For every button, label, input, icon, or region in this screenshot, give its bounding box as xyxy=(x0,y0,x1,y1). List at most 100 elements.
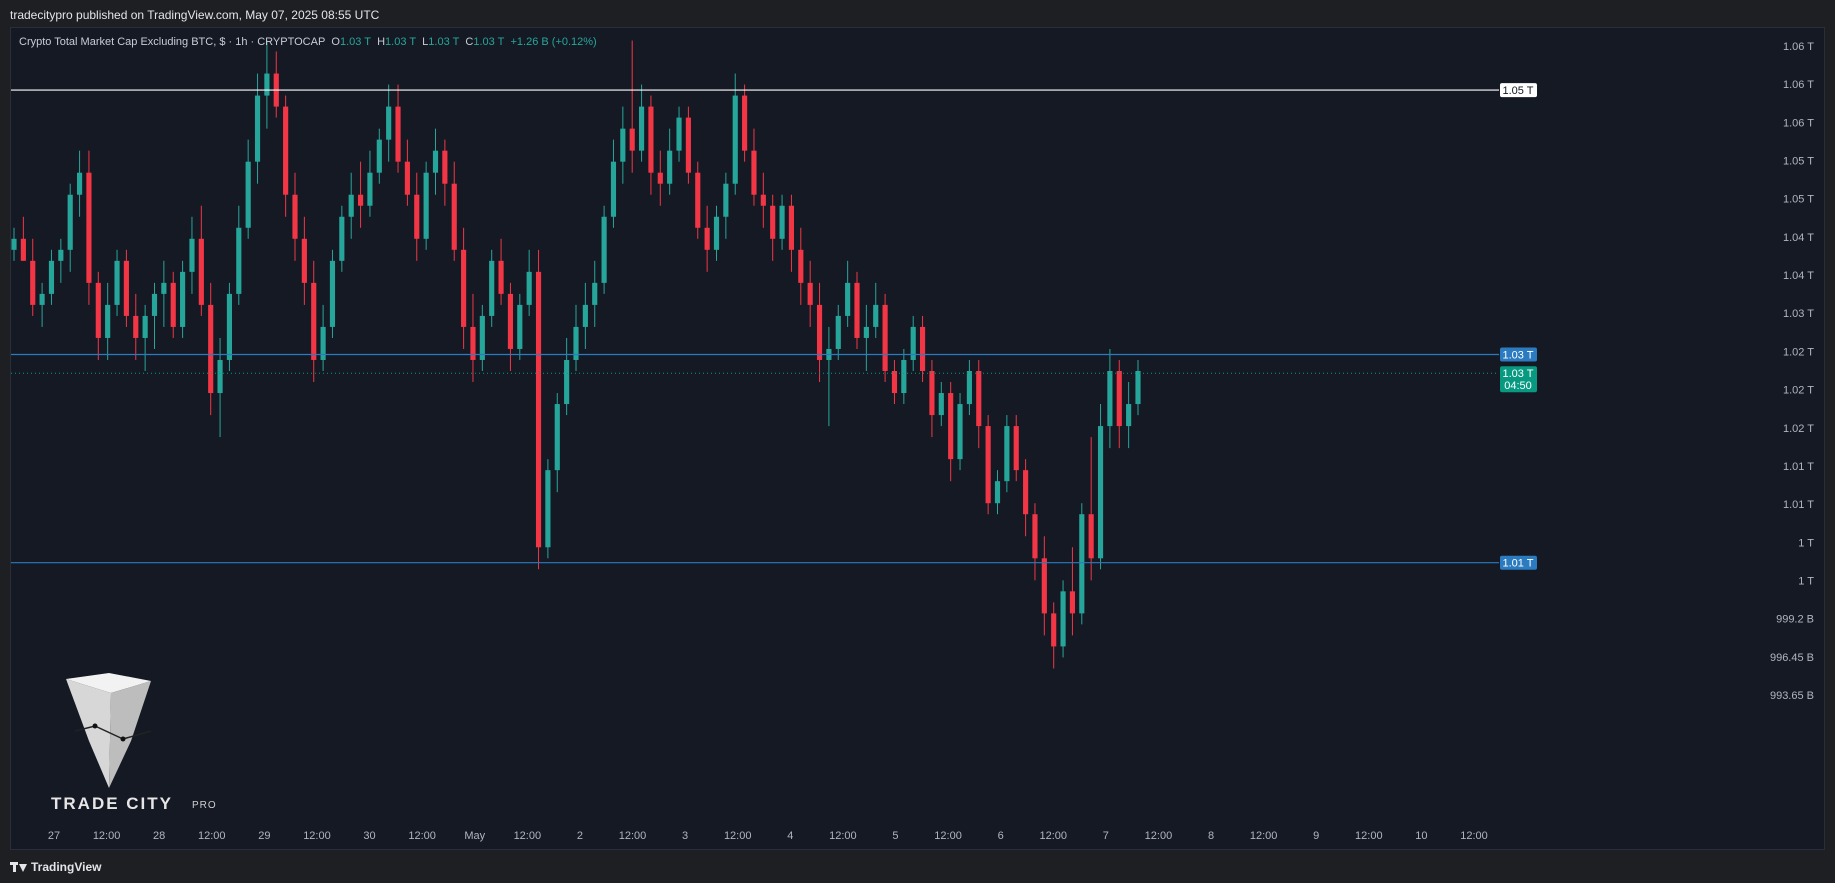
candle-body xyxy=(329,260,336,327)
y-tick-label: 1 T xyxy=(1798,575,1814,587)
candle-body xyxy=(985,426,991,504)
candle-body xyxy=(610,161,617,217)
candle-body xyxy=(1135,371,1141,405)
candle-body xyxy=(582,304,588,327)
candle-body xyxy=(161,282,167,294)
candle-body xyxy=(1097,426,1104,559)
candle-body xyxy=(1060,591,1066,647)
x-tick-label: 12:00 xyxy=(934,830,962,842)
tradingview-icon xyxy=(10,861,27,873)
candle-body xyxy=(1023,470,1029,515)
candle-body xyxy=(367,172,373,206)
candle-body xyxy=(938,393,944,416)
candle-body xyxy=(39,293,45,305)
level-tag-label-1: 1.05 T xyxy=(1503,85,1534,97)
candle-body xyxy=(264,73,270,96)
candle-body xyxy=(320,326,326,360)
candle-body xyxy=(58,249,64,261)
x-tick-label: May xyxy=(464,830,485,842)
x-tick-label: 27 xyxy=(48,830,60,842)
candle-body xyxy=(573,326,579,360)
level-tag-3 xyxy=(1500,555,1537,570)
candle-body xyxy=(517,304,523,349)
candle-body xyxy=(854,282,860,338)
candle-body xyxy=(114,260,120,305)
x-tick-label: 12:00 xyxy=(1145,830,1173,842)
candle-body xyxy=(386,106,392,140)
last-price-tag xyxy=(1500,366,1537,393)
candle-body xyxy=(451,183,457,250)
candle-body xyxy=(901,359,907,394)
y-tick-label: 999.2 B xyxy=(1776,614,1814,626)
candle-body xyxy=(779,205,785,239)
candle-body xyxy=(292,194,298,239)
candle-body xyxy=(1004,426,1010,482)
y-tick-label: 1.02 T xyxy=(1783,346,1814,358)
y-tick-label: 993.65 B xyxy=(1770,690,1814,702)
x-tick-label: 12:00 xyxy=(303,830,331,842)
legend-change: +1.26 B (+0.12%) xyxy=(510,36,597,48)
last-price-label: 1.03 T xyxy=(1503,368,1534,380)
candle-body xyxy=(770,205,776,239)
legend-high-value: 1.03 T xyxy=(385,36,417,48)
candle-body xyxy=(695,172,701,228)
candle-body xyxy=(1032,514,1038,559)
legend-title: Crypto Total Market Cap Excluding BTC, $… xyxy=(19,36,326,48)
footer-bar: TradingView xyxy=(0,850,1835,883)
x-tick-label: 12:00 xyxy=(1250,830,1278,842)
candle-body xyxy=(620,128,626,162)
candle-body xyxy=(226,293,233,360)
candle-body xyxy=(816,304,823,360)
candle-body xyxy=(994,481,1001,504)
candlestick-chart[interactable]: 1.06 T 1.06 T 1.06 T 1.05 T 1.05 T 1.04 T 1.04… xyxy=(11,28,1824,849)
y-tick-label: 1.04 T xyxy=(1783,270,1814,282)
y-tick-label: 1.06 T xyxy=(1783,117,1814,129)
candle-body xyxy=(1041,558,1047,614)
candle-body xyxy=(732,95,738,184)
x-tick-label: 8 xyxy=(1208,830,1214,842)
y-tick-label: 1.06 T xyxy=(1783,79,1814,91)
chart-pane[interactable]: 1.06 T 1.06 T 1.06 T 1.05 T 1.05 T 1.04 T 1.04… xyxy=(10,27,1825,850)
candle-body xyxy=(208,304,214,394)
candle-body xyxy=(254,95,261,162)
y-tick-label: 1.05 T xyxy=(1783,194,1814,206)
candle-body xyxy=(442,150,448,184)
tradingview-logo[interactable]: TradingView xyxy=(10,860,101,874)
candle-body xyxy=(1069,591,1076,614)
trade-city-watermark: TRADE CITY PRO xyxy=(51,671,231,841)
candle-body xyxy=(1107,371,1113,427)
candle-body xyxy=(910,326,916,360)
candle-body xyxy=(1079,514,1085,614)
candle-body xyxy=(713,216,720,250)
candle-body xyxy=(835,315,841,349)
y-tick-label: 1.01 T xyxy=(1783,461,1814,473)
x-tick-label: 12:00 xyxy=(514,830,542,842)
candle-body xyxy=(470,326,476,360)
candle-body xyxy=(30,260,36,305)
x-tick-label: 2 xyxy=(577,830,583,842)
candle-body xyxy=(704,227,710,250)
level-tag-label-3: 1.01 T xyxy=(1503,558,1534,570)
price-axis xyxy=(1499,28,1824,849)
x-tick-label: 12:00 xyxy=(829,830,857,842)
candle-body xyxy=(526,271,532,305)
y-tick-label: 996.45 B xyxy=(1770,652,1814,664)
y-tick-label: 1 T xyxy=(1798,537,1814,549)
candle-body xyxy=(723,183,729,217)
level-tag-2 xyxy=(1500,347,1537,362)
candle-body xyxy=(507,293,514,349)
candle-body xyxy=(198,238,204,305)
candle-body xyxy=(395,106,401,162)
candle-body xyxy=(11,238,17,250)
legend-close-label: C xyxy=(465,36,474,48)
x-tick-label: 3 xyxy=(682,830,688,842)
candle-body xyxy=(751,150,757,195)
candle-body xyxy=(648,106,654,173)
x-tick-label: 12:00 xyxy=(724,830,752,842)
y-tick-label: 1.02 T xyxy=(1783,423,1814,435)
candle-body xyxy=(535,271,542,548)
candle-body xyxy=(685,117,691,173)
trade-city-logo-icon xyxy=(66,673,152,788)
candle-body xyxy=(142,315,148,338)
candle-body xyxy=(976,371,982,427)
